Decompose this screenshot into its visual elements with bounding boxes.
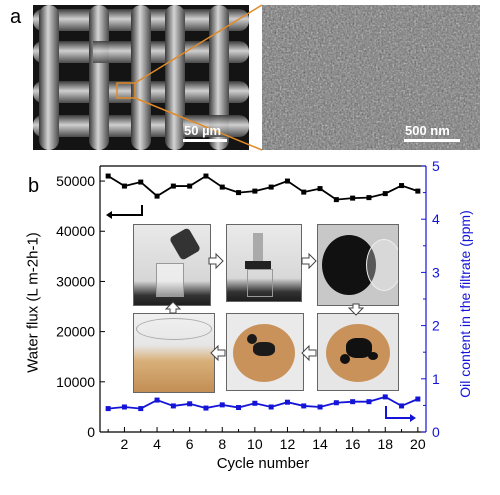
zoom-selection-box [116,82,136,99]
series-line-1 [107,174,419,201]
series-2-point [252,400,258,406]
x-axis-label: Cycle number [216,455,310,472]
y-left-tick-label: 0 [87,424,95,440]
x-tick-label: 16 [345,436,361,452]
scale-label-left: 50 µm [184,123,222,138]
arrow-up-1 [164,301,182,314]
scale-bar-left [183,139,227,142]
x-tick-label: 20 [410,436,426,452]
series-1-point [121,183,127,189]
series-1-point [317,186,323,192]
x-tick-label: 12 [280,436,296,452]
series-1-point [252,188,258,194]
series-1-point [105,173,111,179]
panel-a-label: a [10,6,22,28]
series-2-point [138,406,144,412]
series-1-point [203,173,209,179]
series-2-point [170,403,176,409]
arrow-right-2 [301,252,317,270]
series-2-point [121,404,127,410]
series-2-point [219,402,225,408]
series-1-point [284,178,290,184]
photo-filtering [226,224,302,302]
series-2-point [236,405,242,411]
series-1-point [187,183,193,189]
x-tick-label: 2 [121,436,129,452]
series-2-point [382,394,388,400]
y-left-tick-label: 20000 [56,324,95,340]
y-right-tick-label: 1 [432,371,440,387]
series-1-point [415,188,421,194]
series-2-point [415,396,421,402]
sem-mesh-image [33,5,249,150]
y-left-tick-label: 40000 [56,223,95,239]
sem-surface-image [262,5,480,150]
series-1-point [382,191,388,197]
series-2-point [366,399,372,405]
series-line-2 [108,395,419,410]
x-tick-label: 10 [247,436,263,452]
series-1-point [366,195,372,201]
scale-bar-right [404,139,460,142]
chart-ticks: 2 4 6 8 10 12 14 16 18 20010000200003000040000500… [56,158,440,452]
arrow-left-2 [210,344,226,362]
y-right-tick-label: 3 [432,264,440,280]
photo-dish-1 [226,313,304,391]
flux-series-axis-arrow [110,205,143,216]
series-1-point [236,190,242,196]
photo-pouring [133,224,211,306]
photo-oil-disc [317,224,399,306]
series-1-point [154,193,160,199]
zoom-callout-lines [134,4,263,151]
series-2-point [350,399,356,405]
y-left-tick-label: 50000 [56,173,95,189]
scale-label-right: 500 nm [405,123,450,138]
chart-series [105,173,421,412]
y-right-tick-label: 5 [432,158,440,174]
panel-b-label: b [28,175,40,197]
x-tick-label: 18 [377,436,393,452]
x-tick-label: 14 [312,436,328,452]
series-1-point [138,179,144,185]
y-right-tick-label: 2 [432,318,440,334]
series-2-point [333,400,339,406]
series-2-point [317,404,323,410]
series-2-point [268,404,274,410]
y-left-tick-label: 10000 [56,374,95,390]
series-1-point [170,183,176,189]
series-2-point [154,397,160,403]
y-left-tick-label: 30000 [56,273,95,289]
series-2-point [105,406,111,412]
series-2-point [399,403,405,409]
series-1-point [399,183,405,189]
series-1-point [333,197,339,203]
series-2-point [203,405,209,411]
y-right-tick-label: 4 [432,211,440,227]
y-right-tick-label: 0 [432,424,440,440]
series-1-point [219,184,225,190]
x-tick-label: 8 [218,436,226,452]
series-1-point [268,184,274,190]
series-1-point [350,195,356,201]
oil-series-axis-arrow [385,406,414,419]
series-2-point [301,403,307,409]
x-tick-label: 6 [186,436,194,452]
arrow-right-1 [208,252,224,270]
arrow-down-1 [347,303,365,316]
series-2-point [187,401,193,407]
series-1-point [301,189,307,195]
x-tick-label: 4 [153,436,161,452]
arrow-left-1 [301,344,317,362]
series-2-point [284,399,290,405]
